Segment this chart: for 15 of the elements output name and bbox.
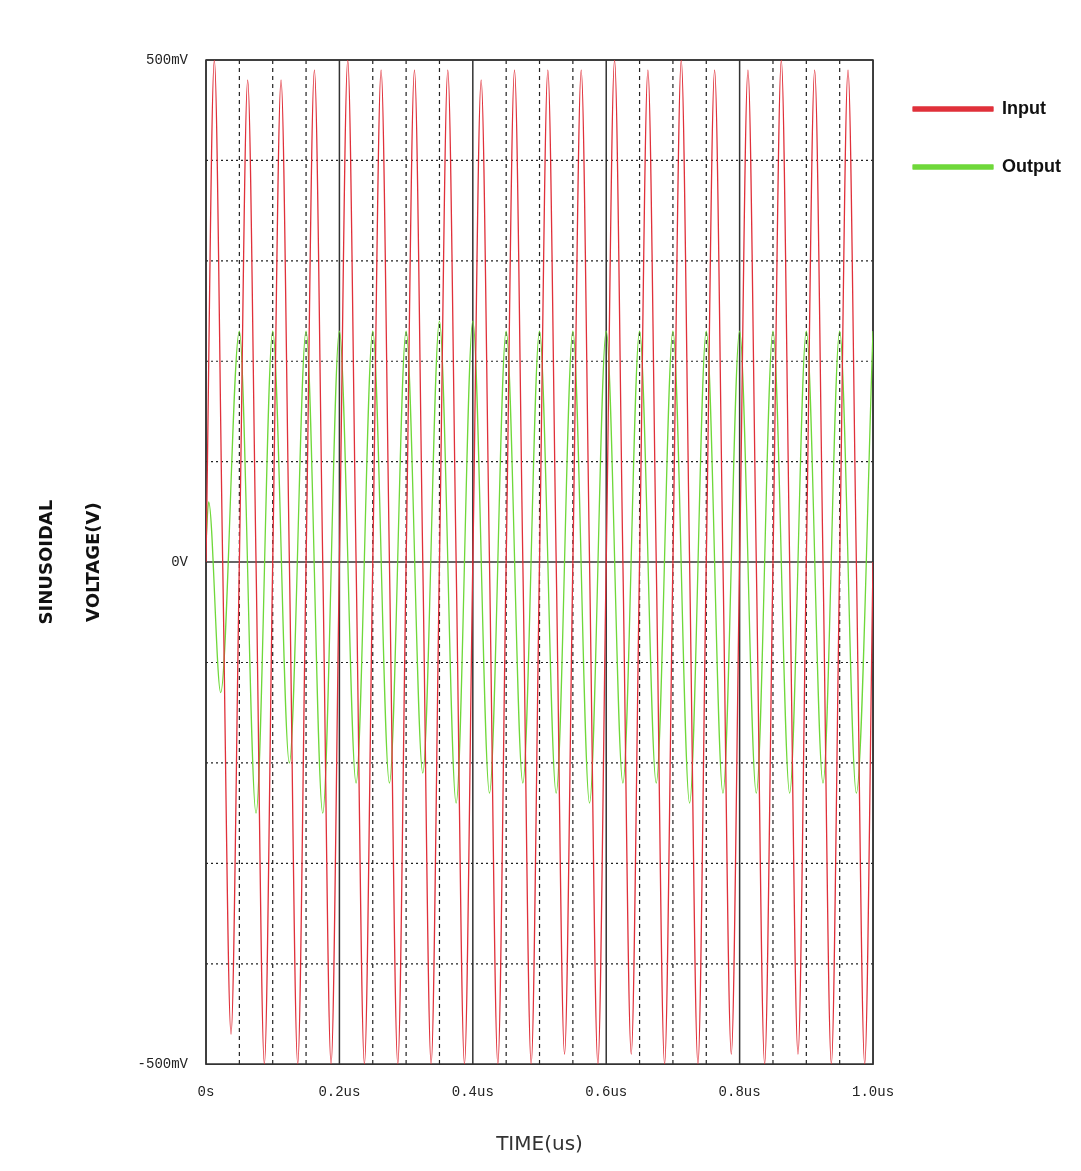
legend-label: Input — [1002, 97, 1047, 118]
x-tick-label: 0s — [197, 1084, 215, 1101]
text: SINUSOIDAL VOLTAGE(V) — [35, 499, 103, 625]
legend-label: Output — [1002, 155, 1062, 176]
x-tick-label: 0.4us — [451, 1084, 494, 1101]
y-tick-label: 0V — [171, 553, 189, 570]
line-series — [206, 320, 874, 814]
x-tick-label: 0.6us — [585, 1084, 628, 1101]
y-tick-label: 500mV — [145, 51, 189, 68]
x-axis-title: TIME(us) — [495, 1131, 583, 1156]
x-tick-label: 0.2us — [318, 1084, 361, 1101]
x-tick-label: 0.8us — [718, 1084, 761, 1101]
x-tick-label: 1.0us — [852, 1084, 895, 1101]
y-tick-label: -500mV — [137, 1055, 189, 1072]
line-series — [206, 60, 874, 1065]
